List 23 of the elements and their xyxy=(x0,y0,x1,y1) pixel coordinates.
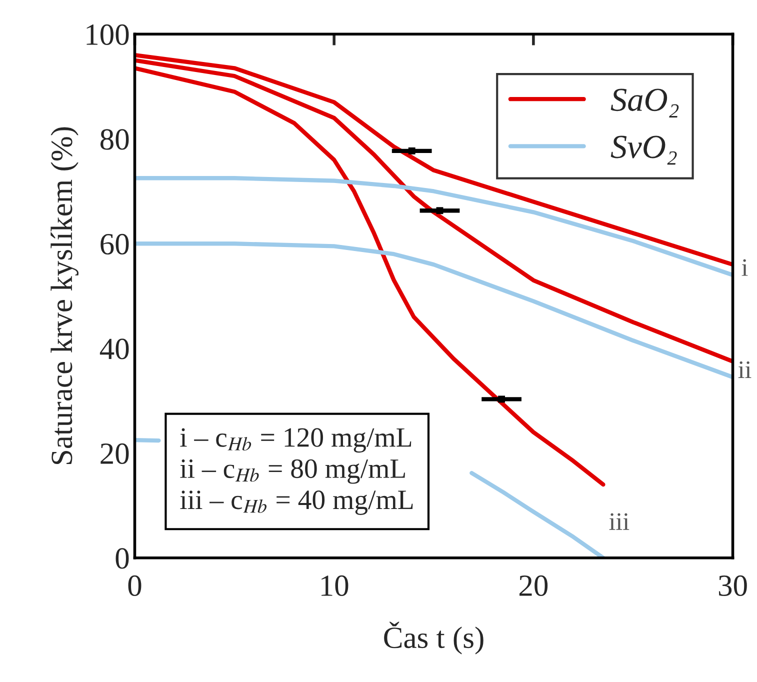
text: i – c$_{Hb}$ = 120 mg/mL ii – c$_{Hb}$ = 80 mg/mL iii – c$_{Hb}$ = 40 mg/mL xyxy=(180,428,413,515)
y-tick-label: 100 xyxy=(86,24,129,45)
y-axis-title: Saturace krve kyslíkem (%) xyxy=(50,127,78,464)
x-tick-label: 20 xyxy=(519,575,548,596)
line-series xyxy=(134,176,733,278)
y-tick-label: 20 xyxy=(100,443,129,464)
annotation: iii xyxy=(609,513,630,530)
line-series xyxy=(134,242,733,380)
y-tick-label: 80 xyxy=(100,129,129,150)
point xyxy=(498,396,506,403)
x-axis-title: Čas t (s) xyxy=(384,622,484,654)
line-series xyxy=(134,66,606,487)
y-tick-label: 40 xyxy=(100,338,129,360)
legend-label: SaO₂ xyxy=(610,88,679,118)
legend-label: SvO₂ xyxy=(610,136,677,165)
point xyxy=(408,147,416,154)
text: ii xyxy=(738,361,752,378)
y-tick-label: 60 xyxy=(100,234,129,255)
x-tick-label: 10 xyxy=(322,575,348,596)
text: i xyxy=(742,259,748,276)
y-tick-label: 0 xyxy=(116,548,129,569)
x-tick-label: 30 xyxy=(718,575,747,596)
point xyxy=(436,207,444,214)
